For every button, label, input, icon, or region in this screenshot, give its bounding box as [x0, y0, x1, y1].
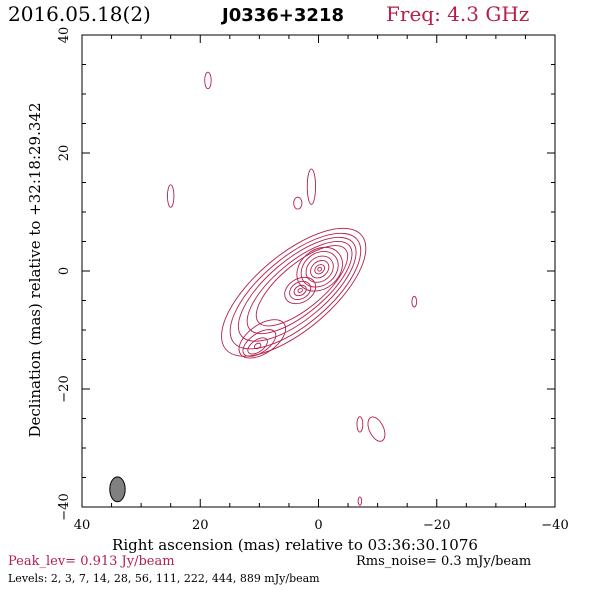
x-tick-label: 0 — [314, 518, 322, 533]
contour-island-3 — [306, 168, 316, 205]
contour-core-2 — [305, 255, 334, 283]
y-tick-label: 40 — [57, 27, 72, 44]
contour-tail-2 — [247, 337, 268, 355]
contour-island-5 — [356, 416, 364, 433]
x-tick-label: 40 — [74, 518, 91, 533]
contour-knot-0 — [284, 276, 317, 305]
contour-outer-1 — [229, 232, 362, 350]
y-tick-label: 20 — [57, 145, 72, 162]
contour-island-1 — [166, 184, 175, 208]
x-tick-label: −20 — [423, 518, 450, 533]
contour-outer-4 — [255, 245, 349, 327]
contour-knot-2 — [293, 284, 307, 297]
frequency-label: Freq: 4.3 GHz — [386, 2, 530, 26]
contour-island-4 — [411, 295, 418, 308]
source-name: J0336+3218 — [222, 5, 344, 26]
contour-tail-1 — [242, 329, 277, 357]
contour-outer-2 — [237, 236, 357, 342]
contour-tail-0 — [238, 319, 287, 359]
x-tick-label: −40 — [541, 518, 568, 533]
x-axis-label: Right ascension (mas) relative to 03:36:… — [112, 536, 478, 554]
contour-knot-1 — [289, 280, 312, 301]
contour-core-5 — [317, 266, 323, 272]
contour-core-3 — [310, 260, 330, 279]
observation-date: 2016.05.18(2) — [8, 2, 151, 26]
contour-tail-3 — [253, 342, 262, 350]
contour-island-6 — [367, 416, 386, 442]
beam-ellipse — [109, 476, 126, 503]
contour-group — [166, 71, 418, 506]
x-tick-label: 20 — [192, 518, 209, 533]
contour-levels: Levels: 2, 3, 7, 14, 28, 56, 111, 222, 4… — [8, 572, 320, 585]
contour-outer-3 — [246, 240, 353, 335]
plot-axes: 40 20 0 −20 −40 −40 −20 0 20 40 — [57, 27, 569, 533]
y-tick-label: −20 — [57, 375, 72, 402]
contour-island-0 — [204, 71, 212, 90]
beam-shape — [109, 476, 126, 503]
contour-knot-3 — [297, 288, 303, 293]
contour-core-1 — [300, 250, 339, 288]
contour-core-4 — [314, 264, 326, 275]
contour-outer-0 — [221, 227, 367, 357]
y-tick-label: −40 — [57, 493, 72, 520]
rms-noise: Rms_noise= 0.3 mJy/beam — [356, 554, 532, 569]
y-axis-label: Declination (mas) relative to +32:18:29.… — [26, 102, 44, 438]
contour-island-2 — [293, 196, 303, 210]
peak-level: Peak_lev= 0.913 Jy/beam — [8, 554, 175, 569]
contour-island-7 — [357, 496, 363, 506]
y-tick-label: 0 — [57, 267, 72, 275]
